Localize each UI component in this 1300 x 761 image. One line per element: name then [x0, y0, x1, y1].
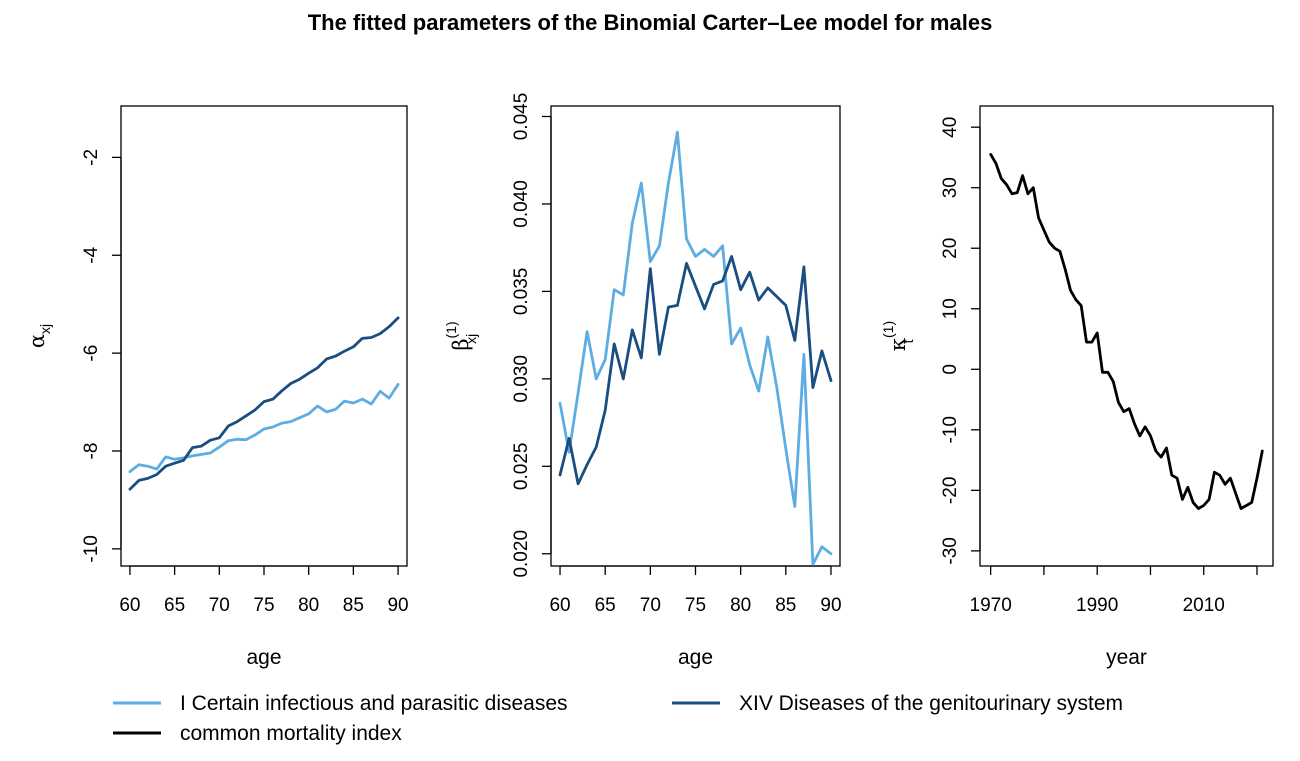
y-tick-label: 0.020 [511, 530, 532, 578]
x-tick-label: 1970 [970, 595, 1012, 616]
series-line-common [989, 152, 1264, 510]
x-tick-label: 65 [164, 595, 185, 616]
x-axis-label: age [678, 646, 713, 669]
y-tick-label: 0 [940, 364, 961, 375]
plot-frame [979, 105, 1274, 567]
x-tick-label: 75 [253, 595, 274, 616]
legend-label-infectious: I Certain infectious and parasitic disea… [180, 692, 568, 715]
x-tick-label: 1990 [1076, 595, 1118, 616]
x-tick-label: 65 [595, 595, 616, 616]
y-tick-label: -8 [81, 443, 102, 460]
x-tick-label: 85 [343, 595, 364, 616]
y-axis-label: αxj [25, 324, 53, 348]
y-tick-label: -20 [940, 477, 961, 504]
y-axis-label: κ(1)t [880, 321, 916, 351]
panel-2: 60 65 70 75 80 85 90 0.020 0.025 0.030 0.035 0.040 0… [443, 93, 842, 669]
x-tick-label: 85 [775, 595, 796, 616]
x-tick-label: 80 [730, 595, 751, 616]
y-tick-label: -30 [940, 537, 961, 564]
legend: I Certain infectious and parasitic disea… [113, 692, 1123, 745]
panel-3: 1970 1990 2010 -30 -20 -10 0 10 20 30 40 year κ(1)t [880, 105, 1274, 669]
x-tick-label: 70 [640, 595, 661, 616]
x-tick-label: 75 [685, 595, 706, 616]
series-line-genitourinary [128, 316, 400, 491]
chart-title: The fitted parameters of the Binomial Ca… [308, 10, 993, 35]
series-line-infectious [558, 130, 833, 566]
y-tick-label: 10 [940, 298, 961, 319]
y-tick-label: 40 [940, 117, 961, 138]
y-tick-label: 0.040 [511, 180, 532, 228]
x-tick-label: 2010 [1183, 595, 1225, 616]
x-tick-label: 90 [387, 595, 408, 616]
y-tick-label: -4 [81, 246, 102, 263]
y-tick-label: 0.030 [511, 355, 532, 403]
x-tick-label: 60 [119, 595, 140, 616]
y-tick-label: -10 [940, 416, 961, 443]
plot-frame [120, 105, 408, 567]
y-tick-label: 0.025 [511, 443, 532, 491]
x-axis-label: age [246, 646, 281, 669]
x-tick-label: 90 [820, 595, 841, 616]
y-tick-label: 20 [940, 238, 961, 259]
legend-label-genitourinary: XIV Diseases of the genitourinary system [739, 692, 1123, 715]
y-tick-label: 0.045 [511, 93, 532, 141]
legend-label-common: common mortality index [180, 722, 402, 745]
y-axis-label: β(1)xj [443, 321, 479, 350]
x-tick-label: 80 [298, 595, 319, 616]
series-line-infectious [128, 382, 400, 474]
y-tick-label: 0.035 [511, 268, 532, 316]
y-tick-label: -2 [81, 149, 102, 166]
series-line-genitourinary [558, 254, 833, 486]
x-tick-label: 70 [209, 595, 230, 616]
y-tick-label: -10 [81, 535, 102, 562]
y-tick-label: 30 [940, 177, 961, 198]
y-tick-label: -6 [81, 345, 102, 362]
x-tick-label: 60 [549, 595, 570, 616]
x-axis-label: year [1106, 646, 1147, 669]
panel-1: 60 65 70 75 80 85 90 -10 -8 -6 -4 -2 age αxj [25, 105, 409, 669]
